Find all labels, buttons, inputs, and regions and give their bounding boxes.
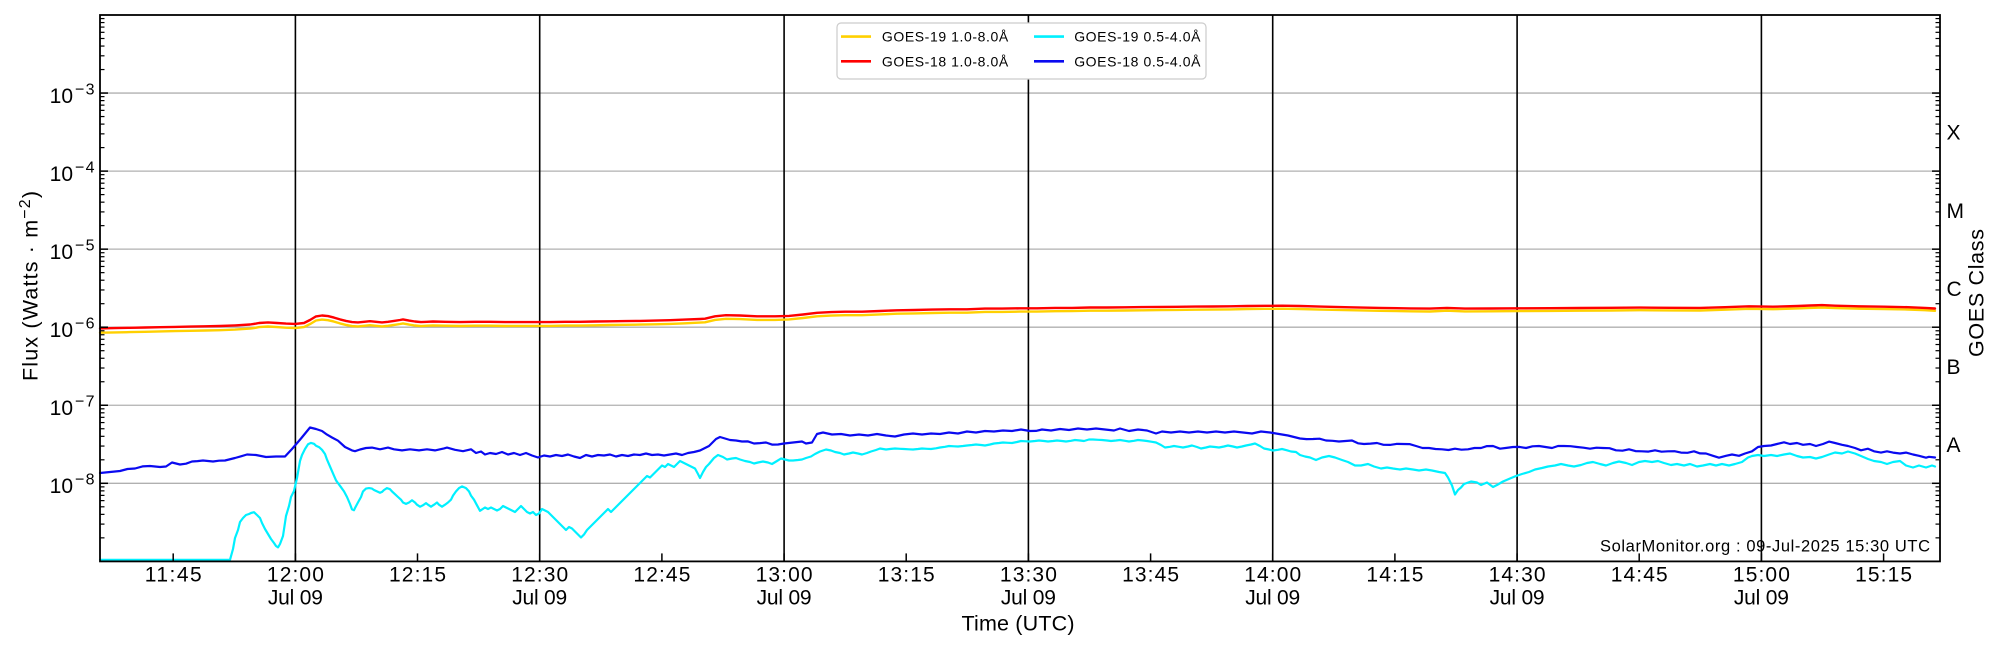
svg-text:GOES-18 0.5-4.0Å: GOES-18 0.5-4.0Å (1074, 53, 1201, 69)
svg-text:12:45: 12:45 (633, 564, 690, 587)
svg-text:12:30: 12:30 (511, 564, 568, 587)
svg-text:Jul 09: Jul 09 (757, 587, 812, 610)
svg-text:13:45: 13:45 (1122, 564, 1179, 587)
svg-text:10: 10 (50, 163, 73, 186)
svg-text:13:00: 13:00 (756, 564, 813, 587)
svg-text:Jul 09: Jul 09 (268, 587, 323, 610)
svg-text:−8: −8 (75, 472, 95, 489)
svg-text:15:15: 15:15 (1855, 564, 1912, 587)
svg-text:Time (UTC): Time (UTC) (962, 612, 1075, 636)
svg-text:GOES-18 1.0-8.0Å: GOES-18 1.0-8.0Å (882, 53, 1009, 69)
svg-text:Jul 09: Jul 09 (1490, 587, 1545, 610)
svg-text:13:15: 13:15 (878, 564, 935, 587)
svg-text:B: B (1947, 356, 1961, 379)
svg-text:Jul 09: Jul 09 (1734, 587, 1789, 610)
svg-text:12:00: 12:00 (267, 564, 324, 587)
svg-text:10: 10 (50, 85, 73, 108)
svg-text:10: 10 (50, 397, 73, 420)
svg-text:12:15: 12:15 (389, 564, 446, 587)
svg-text:Jul 09: Jul 09 (512, 587, 567, 610)
svg-text:14:15: 14:15 (1366, 564, 1423, 587)
svg-text:GOES-19 1.0-8.0Å: GOES-19 1.0-8.0Å (882, 29, 1009, 45)
svg-text:Flux (Watts · m−2): Flux (Watts · m−2) (17, 191, 43, 381)
svg-text:−5: −5 (75, 237, 95, 254)
svg-text:10: 10 (50, 319, 73, 342)
svg-text:GOES Class: GOES Class (1964, 229, 1988, 357)
svg-text:X: X (1947, 122, 1961, 145)
svg-text:Jul 09: Jul 09 (1001, 587, 1056, 610)
svg-text:15:00: 15:00 (1733, 564, 1790, 587)
svg-text:−4: −4 (75, 159, 95, 176)
svg-text:14:30: 14:30 (1489, 564, 1546, 587)
svg-text:−3: −3 (75, 81, 95, 98)
svg-text:M: M (1947, 200, 1965, 223)
svg-text:GOES-19 0.5-4.0Å: GOES-19 0.5-4.0Å (1074, 29, 1201, 45)
svg-text:−7: −7 (75, 394, 95, 411)
svg-text:C: C (1947, 278, 1962, 301)
svg-text:Jul 09: Jul 09 (1245, 587, 1300, 610)
svg-text:14:00: 14:00 (1244, 564, 1301, 587)
svg-text:14:45: 14:45 (1611, 564, 1668, 587)
svg-text:A: A (1947, 434, 1961, 457)
svg-text:11:45: 11:45 (145, 564, 202, 587)
svg-text:10: 10 (50, 241, 73, 264)
svg-text:13:30: 13:30 (1000, 564, 1057, 587)
svg-text:SolarMonitor.org : 09-Jul-2025: SolarMonitor.org : 09-Jul-2025 15:30 UTC (1600, 538, 1930, 556)
svg-text:−6: −6 (75, 316, 95, 333)
svg-text:10: 10 (50, 475, 73, 498)
